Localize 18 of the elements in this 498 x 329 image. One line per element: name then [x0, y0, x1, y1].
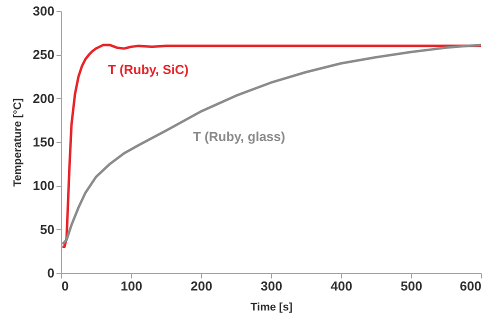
- y-tick-label: 150: [32, 134, 54, 150]
- y-axis-title: Temperature [°C]: [12, 98, 24, 187]
- series-label: T (Ruby, SiC): [108, 62, 189, 77]
- y-tick-label: 200: [32, 90, 54, 106]
- x-tick-label: 200: [190, 278, 212, 294]
- x-tick-label: 300: [260, 278, 282, 294]
- y-tick-label: 300: [32, 4, 54, 18]
- x-axis-title: Time [s]: [250, 302, 293, 314]
- y-tick-label: 100: [32, 178, 54, 194]
- y-tick-label: 250: [32, 47, 54, 62]
- x-tick-label: 400: [330, 278, 352, 294]
- x-tick-label: 0: [62, 278, 69, 294]
- y-tick-label: 0: [47, 266, 54, 280]
- x-tick-label: 100: [120, 278, 142, 294]
- x-tick-label: 500: [400, 278, 422, 294]
- x-tick-label: 600: [460, 278, 482, 294]
- series-label: T (Ruby, glass): [193, 129, 286, 144]
- y-tick-label: 50: [40, 222, 54, 237]
